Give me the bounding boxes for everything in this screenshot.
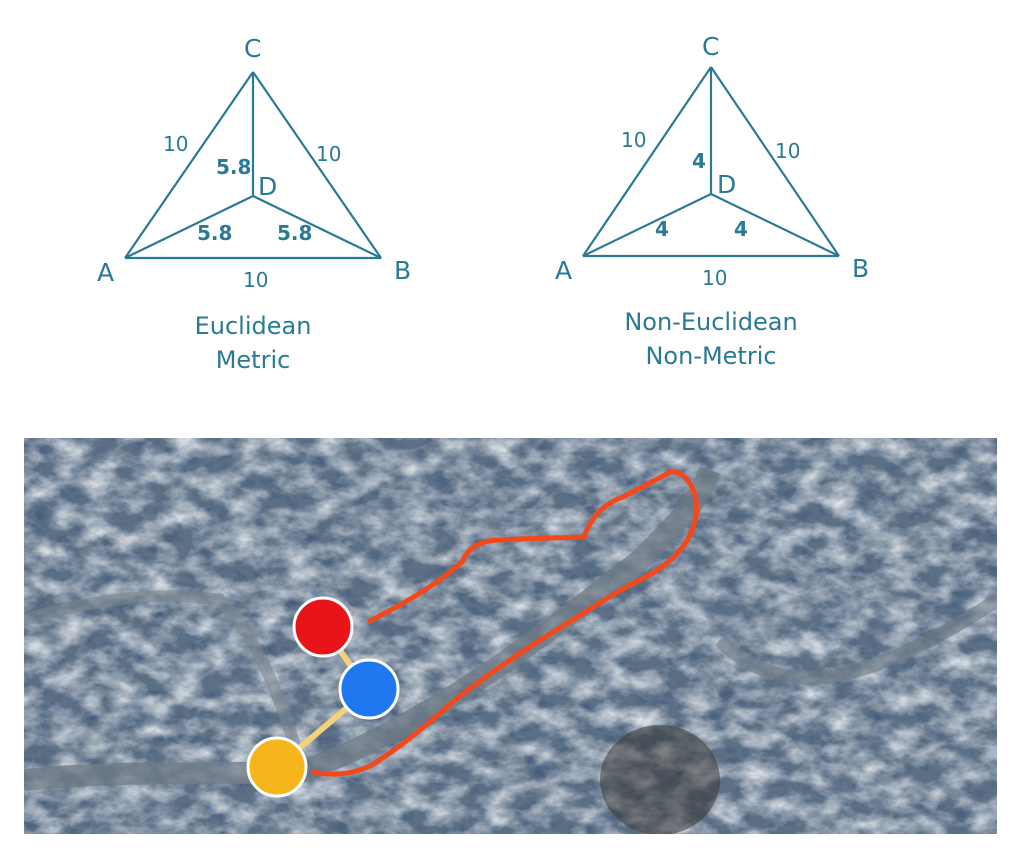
center-label-db: 4 [734,217,748,241]
vertex-label-b: B [394,256,411,285]
valley-main [24,466,721,791]
center-label-dc: 5.8 [216,155,251,179]
center-label-db: 5.8 [277,221,312,245]
euclidean-diagram: C A B D 10 10 10 5.8 5.8 5.8 Euclidean M… [97,34,411,374]
edge-da [124,195,254,259]
dark-basin [600,725,720,834]
vertex-label-b: B [852,254,869,283]
valley-branch [24,590,306,762]
caption-line-2: Non-Metric [645,342,776,370]
edge-label-ac: 10 [163,132,188,156]
edge-label-ac: 10 [621,128,646,152]
vertex-label-d: D [717,170,736,199]
center-label-da: 4 [655,217,669,241]
edge-db [252,195,382,259]
edge-label-bc: 10 [316,142,341,166]
non-euclidean-diagram: C A B D 10 10 10 4 4 4 Non-Euclidean Non… [555,32,869,370]
edge-label-bc: 10 [775,139,800,163]
vertex-label-c: C [702,32,719,61]
vertex-label-d: D [258,172,277,201]
edge-label-ab: 10 [702,266,727,290]
vertex-label-a: A [555,256,572,285]
center-label-da: 5.8 [197,221,232,245]
caption-line-1: Non-Euclidean [624,308,797,336]
edge-da [582,193,712,257]
red-marker [292,596,354,658]
center-label-dc: 4 [692,149,706,173]
caption-line-2: Metric [216,346,291,374]
edge-ac [124,71,254,259]
edge-db [710,193,840,257]
vertex-label-a: A [97,258,114,287]
edge-bc [252,71,382,259]
blue-marker [338,658,400,720]
caption-line-1: Euclidean [195,312,312,340]
route-path [311,469,700,777]
edge-ac [582,66,712,257]
edge-bc [710,66,840,257]
edge-label-ab: 10 [243,268,268,292]
yellow-marker [246,736,308,798]
terrain-map [24,438,997,834]
vertex-label-c: C [244,34,261,63]
valley-right [715,594,997,685]
